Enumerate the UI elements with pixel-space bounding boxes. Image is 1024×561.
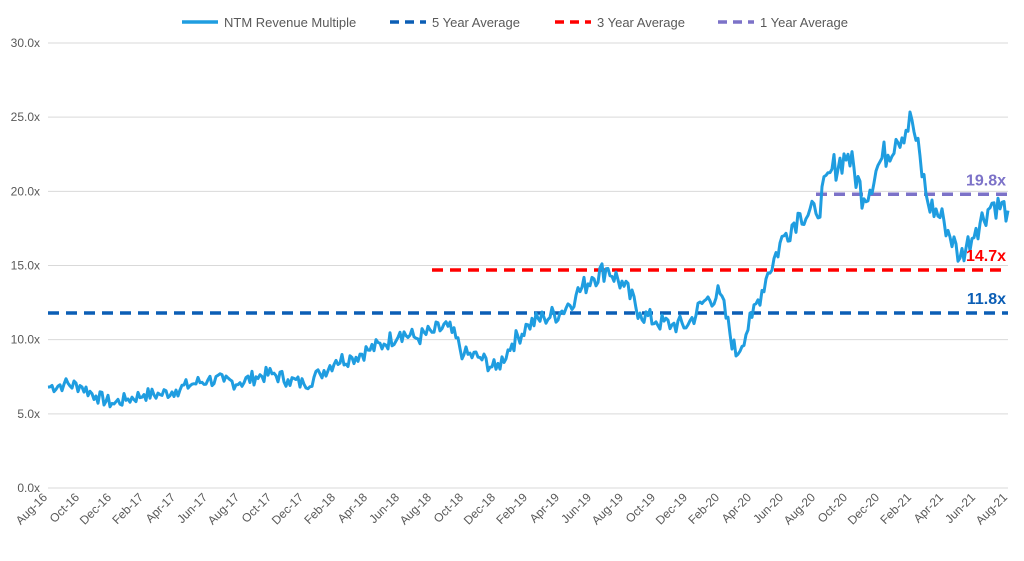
y-tick-label: 15.0x <box>11 259 40 273</box>
x-tick-label: Aug-17 <box>205 490 242 527</box>
average-value-label: 14.7x <box>966 248 1006 265</box>
y-tick-label: 10.0x <box>11 333 40 347</box>
legend: NTM Revenue Multiple 5 Year Average 3 Year… <box>182 15 848 30</box>
x-tick-label: Oct-18 <box>431 490 467 526</box>
x-tick-label: Aug-16 <box>13 490 50 527</box>
average-labels: 11.8x 14.7x 19.8x <box>966 172 1006 308</box>
x-tick-label: Oct-16 <box>47 490 83 526</box>
gridlines <box>48 42 1008 489</box>
x-tick-label: Apr-19 <box>527 490 563 526</box>
y-tick-label: 30.0x <box>11 36 40 50</box>
x-tick-label: Feb-20 <box>685 490 722 527</box>
x-tick-label: Feb-18 <box>301 490 338 527</box>
x-tick-label: Apr-21 <box>911 490 947 526</box>
x-tick-label: Dec-20 <box>845 490 882 527</box>
y-tick-label: 25.0x <box>11 110 40 124</box>
legend-label: 5 Year Average <box>432 15 520 30</box>
x-tick-label: Dec-17 <box>269 490 306 527</box>
average-value-label: 11.8x <box>967 291 1006 308</box>
y-axis-ticks: 0.0x 5.0x 10.0x 15.0x 20.0x 25.0x 30.0x <box>11 36 40 495</box>
series-lines <box>47 110 1010 409</box>
x-tick-label: Oct-19 <box>623 490 659 526</box>
x-tick-label: Jun-19 <box>558 490 594 526</box>
y-tick-label: 5.0x <box>17 407 40 421</box>
x-tick-label: Jun-20 <box>750 490 786 526</box>
x-tick-label: Jun-17 <box>174 490 210 526</box>
x-tick-label: Jun-18 <box>366 490 402 526</box>
x-tick-label: Apr-17 <box>143 490 179 526</box>
legend-label: 3 Year Average <box>597 15 685 30</box>
legend-label: 1 Year Average <box>760 15 848 30</box>
y-tick-label: 0.0x <box>17 481 40 495</box>
x-tick-label: Dec-16 <box>77 490 114 527</box>
x-tick-label: Feb-17 <box>109 490 146 527</box>
legend-item: NTM Revenue Multiple <box>182 15 356 30</box>
x-tick-label: Oct-17 <box>239 490 275 526</box>
x-tick-label: Dec-19 <box>653 490 690 527</box>
y-tick-label: 20.0x <box>11 184 40 198</box>
x-tick-label: Dec-18 <box>461 490 498 527</box>
average-value-label: 19.8x <box>966 172 1006 189</box>
average-lines <box>48 192 1008 315</box>
x-tick-label: Apr-20 <box>719 490 755 526</box>
x-tick-label: Apr-18 <box>335 490 371 526</box>
x-tick-label: Aug-20 <box>781 490 818 527</box>
x-tick-label: Feb-21 <box>877 490 914 527</box>
series-ntm-revenue-multiple-line <box>47 110 1010 409</box>
legend-item: 5 Year Average <box>390 15 520 30</box>
x-axis-ticks: Aug-16Oct-16Dec-16Feb-17Apr-17Jun-17Aug-… <box>13 490 1010 527</box>
x-tick-label: Feb-19 <box>493 490 530 527</box>
x-tick-label: Aug-19 <box>589 490 626 527</box>
x-tick-label: Aug-18 <box>397 490 434 527</box>
x-tick-label: Oct-20 <box>815 490 851 526</box>
x-tick-label: Jun-21 <box>942 490 978 526</box>
legend-label: NTM Revenue Multiple <box>224 15 356 30</box>
legend-item: 1 Year Average <box>718 15 848 30</box>
x-tick-label: Aug-21 <box>973 490 1010 527</box>
legend-item: 3 Year Average <box>555 15 685 30</box>
